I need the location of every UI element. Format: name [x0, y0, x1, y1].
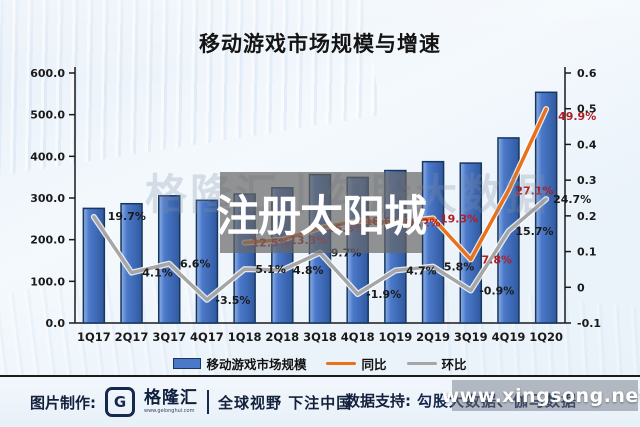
- svg-text:1Q19: 1Q19: [378, 330, 412, 344]
- legend-label: 环比: [441, 357, 467, 372]
- svg-text:0.2: 0.2: [577, 210, 597, 223]
- corner-watermark-box: www.xingsong.net: [442, 380, 640, 411]
- svg-text:500.0: 500.0: [30, 109, 65, 122]
- svg-text:300.0: 300.0: [30, 192, 65, 205]
- svg-text:100.0: 100.0: [30, 275, 65, 288]
- svg-text:3Q17: 3Q17: [152, 330, 186, 344]
- brand-block: 格隆汇 www.gelonghui.com: [144, 390, 198, 414]
- legend-item-qoq: 环比: [406, 354, 467, 373]
- legend-item-yoy: 同比: [326, 354, 387, 373]
- svg-text:5.8%: 5.8%: [444, 261, 475, 274]
- svg-text:0.4: 0.4: [577, 138, 597, 151]
- svg-text:2Q17: 2Q17: [115, 330, 149, 344]
- svg-text:0.0: 0.0: [46, 317, 66, 330]
- svg-text:15.7%: 15.7%: [515, 225, 553, 238]
- x-axis-labels: 1Q17 2Q17 3Q17 4Q17 1Q18 2Q18 3Q18 4Q18 1Q19 2Q19…: [77, 330, 563, 344]
- svg-text:0.3: 0.3: [577, 174, 597, 187]
- svg-text:4Q17: 4Q17: [190, 330, 224, 344]
- svg-text:-1.9%: -1.9%: [366, 288, 401, 301]
- line-swatch-icon: [326, 361, 357, 366]
- svg-text:4Q18: 4Q18: [341, 330, 375, 344]
- svg-text:3Q18: 3Q18: [303, 330, 337, 344]
- bar: [120, 202, 143, 324]
- vertical-divider: [207, 390, 209, 414]
- svg-text:600.0: 600.0: [30, 67, 65, 80]
- svg-text:3Q19: 3Q19: [454, 330, 488, 344]
- svg-text:49.9%: 49.9%: [558, 110, 596, 123]
- svg-text:0.6: 0.6: [577, 67, 597, 80]
- data-support-label: 数据支持:: [345, 392, 411, 410]
- svg-text:-3.5%: -3.5%: [215, 294, 250, 307]
- svg-text:6.6%: 6.6%: [180, 258, 211, 271]
- svg-text:27.1%: 27.1%: [515, 185, 553, 198]
- svg-text:19.3%: 19.3%: [440, 212, 478, 225]
- legend-label: 移动游戏市场规模: [206, 357, 307, 372]
- svg-text:4.8%: 4.8%: [293, 264, 324, 277]
- chart-title: 移动游戏市场规模与增速: [199, 32, 441, 56]
- svg-text:5.1%: 5.1%: [255, 263, 286, 276]
- svg-text:0: 0: [577, 281, 585, 294]
- svg-text:24.7%: 24.7%: [553, 193, 591, 206]
- svg-text:1Q17: 1Q17: [77, 330, 111, 344]
- svg-text:4.7%: 4.7%: [406, 265, 437, 278]
- footer-credits: 图片制作: G 格隆汇 www.gelonghui.com 全球视野 下注中国: [30, 387, 352, 417]
- svg-text:7.8%: 7.8%: [482, 253, 513, 266]
- bar: [82, 207, 106, 324]
- svg-text:19.7%: 19.7%: [108, 210, 146, 223]
- svg-text:-0.1: -0.1: [577, 317, 601, 330]
- bar: [421, 160, 445, 324]
- center-watermark-text: 注册太阳城: [216, 191, 427, 242]
- qoq-line-labels: 19.7%4.1%6.6%-3.5%5.1% 4.8%9.7%-1.9%4.7% 5…: [108, 193, 591, 307]
- bar-swatch-icon: [173, 358, 202, 369]
- bar: [157, 195, 181, 324]
- svg-text:4.1%: 4.1%: [142, 267, 173, 280]
- brand-url: www.gelonghui.com: [144, 408, 195, 414]
- gelonghui-logo-icon: G: [105, 387, 135, 417]
- brand-slogan: 全球视野 下注中国: [218, 393, 353, 412]
- footer-data-support: 数据支持: 勾股大数据、伽马数据: [345, 390, 577, 411]
- corner-watermark-text: www.xingsong.net: [441, 384, 640, 407]
- legend-label: 同比: [361, 357, 387, 372]
- chart-legend: 移动游戏市场规模 同比 环比: [0, 354, 640, 373]
- legend-item-market-size: 移动游戏市场规模: [173, 354, 306, 373]
- svg-text:2Q18: 2Q18: [265, 330, 299, 344]
- brand-name: 格隆汇: [144, 388, 198, 408]
- center-watermark-box: 注册太阳城: [216, 172, 427, 253]
- svg-text:1Q20: 1Q20: [529, 330, 563, 344]
- svg-text:0.5: 0.5: [577, 103, 597, 116]
- footer-bar: 图片制作: G 格隆汇 www.gelonghui.com 全球视野 下注中国 …: [0, 375, 640, 427]
- svg-text:1Q18: 1Q18: [228, 330, 262, 344]
- svg-text:0.1: 0.1: [577, 246, 597, 259]
- svg-text:4Q19: 4Q19: [492, 330, 526, 344]
- svg-text:2Q19: 2Q19: [416, 330, 450, 344]
- svg-text:400.0: 400.0: [30, 150, 65, 163]
- svg-text:-0.9%: -0.9%: [479, 285, 514, 298]
- line-swatch-icon: [406, 361, 437, 366]
- svg-text:200.0: 200.0: [30, 234, 65, 247]
- data-support-value: 勾股大数据、伽马数据: [417, 392, 578, 410]
- made-by-label: 图片制作:: [30, 393, 96, 412]
